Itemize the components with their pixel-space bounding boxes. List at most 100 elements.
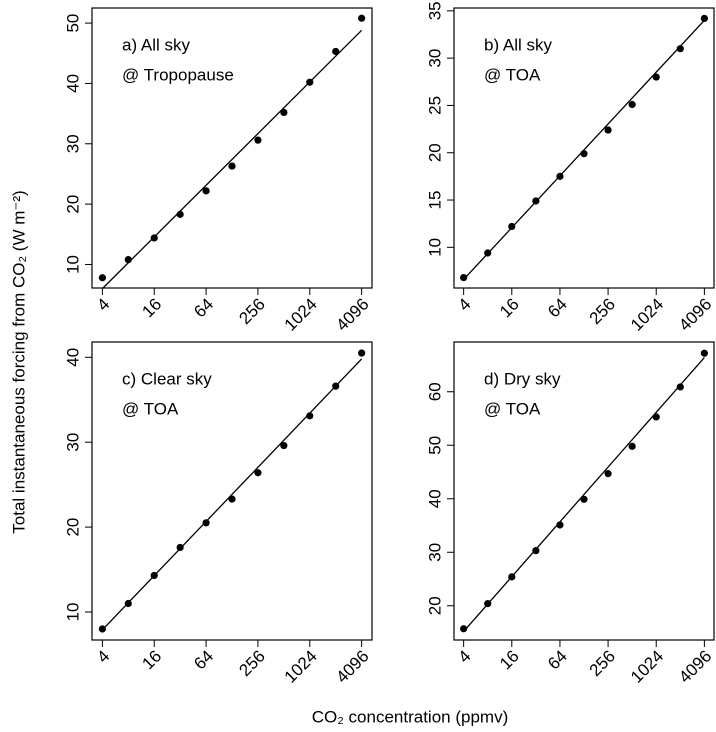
x-tick-label: 16 — [138, 647, 165, 674]
data-point — [254, 136, 262, 144]
data-point — [228, 495, 236, 503]
y-tick-label: 25 — [425, 96, 444, 115]
plot-frame — [91, 7, 373, 289]
x-tick-label: 64 — [190, 295, 217, 322]
x-tick-label: 256 — [235, 295, 268, 328]
data-point — [176, 210, 184, 218]
data-point — [676, 383, 684, 391]
x-axis-label: CO₂ concentration (ppmv) — [312, 707, 509, 726]
x-tick-label: 16 — [496, 295, 523, 322]
plot-frame — [91, 341, 373, 641]
data-point — [532, 197, 540, 205]
y-tick-label: 35 — [425, 1, 444, 20]
data-point — [484, 249, 492, 257]
panel-label: c) Clear sky — [122, 369, 212, 388]
panel-label: d) Dry sky — [484, 369, 561, 388]
x-tick-label: 64 — [544, 647, 571, 674]
data-point — [254, 469, 262, 477]
data-point — [358, 14, 366, 22]
data-point — [604, 470, 612, 478]
fit-line — [463, 19, 705, 280]
panel-label: @ Tropopause — [122, 65, 234, 84]
data-point — [460, 625, 468, 633]
data-point — [306, 412, 314, 420]
panel-label: a) All sky — [122, 35, 191, 54]
data-point — [460, 273, 468, 282]
data-point — [628, 442, 636, 450]
x-tick-label: 64 — [190, 647, 217, 674]
data-point — [484, 600, 492, 608]
x-tick-label: 16 — [138, 295, 165, 322]
y-tick-label: 40 — [63, 74, 82, 93]
y-tick-label: 10 — [425, 238, 444, 257]
x-tick-label: 1024 — [281, 295, 321, 335]
data-point — [150, 571, 158, 580]
y-tick-label: 30 — [425, 543, 444, 562]
panel-label: b) All sky — [484, 35, 553, 54]
x-tick-label: 4 — [93, 295, 113, 315]
x-tick-label: 4096 — [332, 295, 372, 335]
x-tick-label: 256 — [235, 647, 268, 680]
y-tick-label: 30 — [63, 433, 82, 452]
x-tick-label: 16 — [496, 647, 523, 674]
y-tick-label: 50 — [63, 14, 82, 33]
data-point — [604, 126, 612, 134]
data-point — [556, 172, 564, 180]
x-tick-label: 1024 — [281, 647, 321, 687]
data-point — [676, 45, 684, 53]
plot-frame — [453, 7, 715, 289]
data-point — [176, 543, 184, 552]
fit-line — [101, 358, 363, 631]
y-tick-label: 30 — [63, 134, 82, 153]
data-point — [628, 100, 636, 109]
y-tick-label: 10 — [63, 255, 82, 274]
x-tick-label: 64 — [544, 295, 571, 322]
y-tick-label: 15 — [425, 191, 444, 210]
data-point — [556, 521, 564, 529]
x-tick-label: 4096 — [675, 647, 715, 687]
data-point — [580, 150, 588, 158]
x-tick-label: 256 — [586, 295, 619, 328]
y-tick-label: 50 — [425, 436, 444, 455]
data-point — [150, 234, 158, 242]
data-point — [580, 495, 588, 503]
x-tick-label: 4 — [455, 295, 475, 315]
plot-frame — [453, 341, 715, 641]
x-tick-label: 4096 — [332, 647, 372, 687]
y-tick-label: 20 — [63, 195, 82, 214]
x-tick-label: 1024 — [627, 295, 667, 335]
data-point — [306, 78, 314, 86]
y-tick-label: 40 — [63, 348, 82, 367]
data-point — [508, 222, 516, 231]
data-point — [202, 519, 210, 527]
x-tick-label: 4 — [93, 647, 113, 667]
data-point — [508, 573, 516, 581]
x-tick-label: 4096 — [675, 295, 715, 335]
y-tick-label: 20 — [425, 596, 444, 615]
data-point — [332, 382, 340, 390]
data-point — [98, 274, 106, 282]
data-point — [202, 187, 210, 195]
data-point — [280, 108, 288, 116]
data-point — [332, 47, 340, 56]
x-tick-label: 256 — [586, 647, 619, 680]
x-tick-label: 1024 — [627, 647, 667, 687]
data-point — [532, 547, 540, 555]
data-point — [124, 256, 132, 264]
data-point — [98, 625, 106, 633]
y-tick-label: 60 — [425, 382, 444, 401]
y-axis-label: Total instantaneous forcing from CO₂ (W … — [9, 190, 28, 533]
panel-label: @ TOA — [122, 399, 179, 418]
data-point — [124, 599, 132, 608]
fit-line — [463, 357, 705, 632]
data-point — [652, 73, 660, 81]
panel-label: @ TOA — [484, 65, 541, 84]
y-tick-label: 40 — [425, 489, 444, 508]
y-tick-label: 10 — [63, 603, 82, 622]
fit-line — [101, 29, 363, 290]
x-tick-label: 4 — [455, 647, 475, 667]
data-point — [700, 349, 708, 357]
data-point — [358, 349, 366, 357]
y-tick-label: 30 — [425, 49, 444, 68]
